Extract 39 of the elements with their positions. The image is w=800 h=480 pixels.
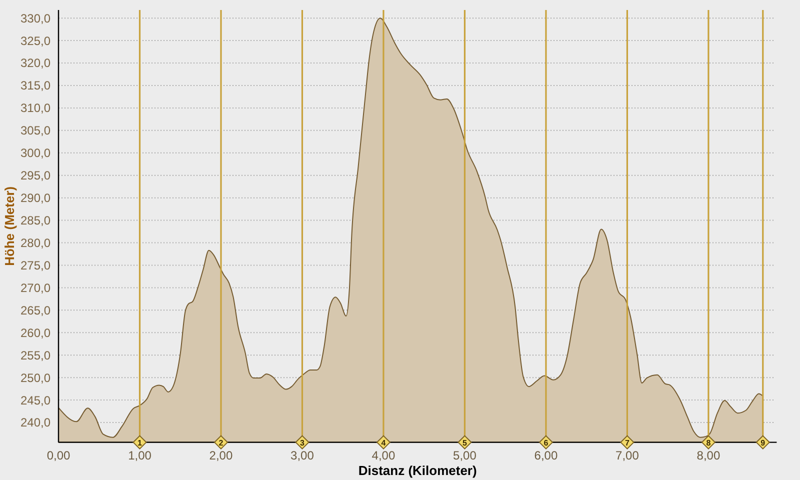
y-tick-label: 285,0 xyxy=(20,214,51,228)
x-tick-label: 2,00 xyxy=(209,448,233,462)
ref-line-label: 3 xyxy=(300,438,306,448)
y-tick-label: 260,0 xyxy=(20,326,51,340)
ref-line-label: 6 xyxy=(544,438,549,448)
y-tick-label: 310,0 xyxy=(20,101,51,116)
y-tick-label: 270,0 xyxy=(20,280,51,295)
y-tick-label: 250,0 xyxy=(20,370,51,385)
y-tick-label: 240,0 xyxy=(20,416,51,430)
y-tick-label: 280,0 xyxy=(20,236,51,250)
ref-line-label: 2 xyxy=(218,438,224,448)
y-tick-label: 305,0 xyxy=(20,124,51,138)
x-tick-label: 5,00 xyxy=(453,448,477,462)
y-tick-label: 290,0 xyxy=(20,191,51,206)
y-tick-label: 320,0 xyxy=(20,56,51,70)
x-tick-label: 4,00 xyxy=(372,448,396,462)
y-tick-label: 315,0 xyxy=(20,78,51,93)
x-tick-label: 8,00 xyxy=(696,448,720,462)
x-tick-label: 6,00 xyxy=(534,448,558,462)
ref-line-label: 4 xyxy=(381,438,386,448)
x-tick-label: 1,00 xyxy=(128,448,152,462)
y-tick-label: 275,0 xyxy=(20,258,51,272)
y-tick-label: 255,0 xyxy=(20,348,51,362)
ref-line-label: 1 xyxy=(138,438,143,448)
x-tick-label: 0,00 xyxy=(46,448,70,462)
y-tick-label: 265,0 xyxy=(20,303,51,318)
y-tick-label: 325,0 xyxy=(20,34,51,48)
ref-line-label: 7 xyxy=(624,438,630,448)
x-axis-title: Distanz (Kilometer) xyxy=(358,463,477,478)
x-tick-label: 3,00 xyxy=(290,448,314,462)
x-tick-label: 7,00 xyxy=(616,448,640,462)
y-tick-label: 330,0 xyxy=(20,11,51,26)
ref-line-label: 5 xyxy=(462,438,468,448)
ref-line-label: 8 xyxy=(706,438,712,448)
y-tick-label: 300,0 xyxy=(20,146,51,160)
y-tick-label: 295,0 xyxy=(20,168,51,183)
ref-line-label: 9 xyxy=(760,438,766,448)
y-axis-title: Höhe (Meter) xyxy=(2,186,17,266)
y-tick-label: 245,0 xyxy=(20,393,51,408)
